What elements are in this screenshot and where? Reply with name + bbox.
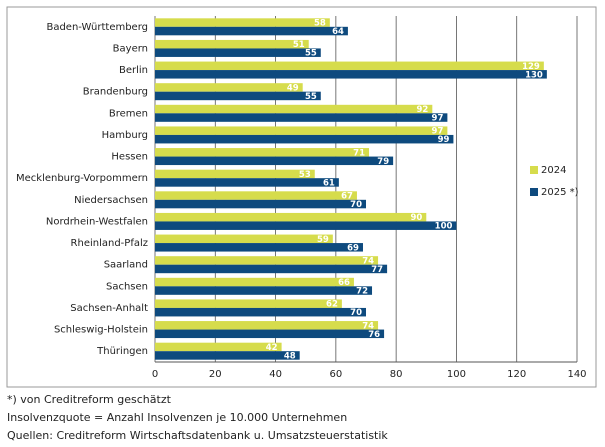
- value-label: 90: [410, 213, 422, 223]
- value-label: 58: [314, 19, 326, 29]
- bar: [155, 61, 544, 71]
- legend-swatch: [530, 166, 538, 174]
- y-tick-label: Sachsen-Anhalt: [70, 303, 148, 314]
- y-tick-label: Niedersachsen: [74, 195, 148, 206]
- bar: [155, 91, 321, 101]
- value-label: 66: [338, 278, 350, 288]
- y-tick-label: Hamburg: [102, 130, 148, 141]
- x-tick-label: 20: [209, 369, 222, 380]
- bar: [155, 134, 454, 144]
- bar: [155, 126, 448, 135]
- bar: [155, 321, 379, 330]
- value-label: 72: [356, 287, 368, 297]
- value-label: 49: [287, 83, 299, 93]
- value-label: 69: [347, 243, 359, 253]
- legend-label: 2024: [541, 165, 566, 176]
- value-label: 61: [323, 178, 335, 188]
- bar: [155, 243, 363, 252]
- value-label: 130: [525, 70, 543, 80]
- x-tick-label: 140: [567, 369, 586, 380]
- bar: [155, 148, 370, 157]
- x-tick-label: 120: [507, 369, 526, 380]
- value-label: 77: [371, 265, 383, 275]
- legend-swatch: [530, 188, 538, 196]
- bar: [155, 286, 373, 295]
- value-label: 74: [362, 256, 374, 266]
- bar: [155, 26, 348, 36]
- x-tick-label: 100: [447, 369, 466, 380]
- y-tick-label: Hessen: [111, 152, 148, 163]
- value-label: 64: [332, 27, 344, 37]
- x-tick-label: 0: [152, 369, 158, 380]
- value-label: 76: [368, 330, 380, 340]
- value-label: 100: [435, 222, 453, 232]
- value-label: 71: [353, 148, 365, 158]
- legend-label: 2025 *): [541, 187, 579, 198]
- bar: [155, 191, 357, 200]
- y-tick-label: Schleswig-Holstein: [54, 325, 148, 336]
- bar: [155, 221, 457, 230]
- y-tick-label: Bayern: [113, 43, 148, 54]
- y-tick-label: Rheinland-Pfalz: [71, 238, 148, 249]
- y-tick-label: Baden-Württemberg: [46, 22, 148, 33]
- value-label: 42: [266, 343, 278, 353]
- value-label: 51: [293, 40, 305, 50]
- bar: [155, 178, 339, 187]
- y-tick-label: Brandenburg: [83, 87, 148, 98]
- bar: [155, 48, 321, 57]
- value-label: 62: [326, 300, 338, 310]
- x-tick-label: 40: [269, 369, 282, 380]
- bar: [155, 199, 366, 209]
- value-label: 129: [522, 62, 540, 72]
- bar: [155, 104, 433, 114]
- bar: [155, 329, 385, 339]
- bar: [155, 299, 342, 308]
- bar: [155, 113, 448, 122]
- y-tick-label: Nordrhein-Westfalen: [46, 216, 148, 227]
- x-tick-label: 80: [390, 369, 403, 380]
- value-label: 97: [432, 114, 444, 124]
- footnote: Insolvenzquote = Anzahl Insolvenzen je 1…: [7, 411, 347, 424]
- value-label: 92: [416, 105, 428, 115]
- value-label: 55: [305, 92, 317, 102]
- bar: [155, 234, 333, 244]
- bar: [155, 307, 366, 317]
- value-label: 55: [305, 49, 317, 59]
- bar: [155, 264, 388, 274]
- chart-frame: [6, 6, 597, 388]
- footnote: *) von Creditreform geschätzt: [7, 393, 172, 406]
- value-label: 97: [432, 127, 444, 137]
- value-label: 99: [438, 135, 450, 145]
- y-tick-label: Mecklenburg-Vorpommern: [16, 173, 148, 184]
- y-tick-label: Bremen: [109, 108, 148, 119]
- bar: [155, 212, 427, 222]
- bar: [155, 39, 309, 49]
- value-label: 74: [362, 321, 374, 331]
- y-tick-label: Saarland: [104, 260, 148, 271]
- value-label: 53: [299, 170, 311, 180]
- y-tick-label: Berlin: [119, 65, 148, 76]
- y-tick-label: Thüringen: [96, 346, 148, 357]
- bar: [155, 277, 354, 287]
- bar: [155, 18, 330, 27]
- value-label: 59: [317, 235, 329, 245]
- y-tick-label: Sachsen: [106, 281, 148, 292]
- value-label: 70: [350, 308, 362, 318]
- value-label: 48: [284, 351, 296, 361]
- footnote: Quellen: Creditreform Wirtschaftsdatenba…: [7, 429, 388, 442]
- bar: [155, 70, 547, 79]
- x-tick-label: 60: [329, 369, 342, 380]
- value-label: 79: [377, 157, 389, 167]
- value-label: 70: [350, 200, 362, 210]
- bar: [155, 169, 315, 179]
- bar: [155, 342, 282, 352]
- value-label: 67: [341, 192, 353, 202]
- bar: [155, 83, 303, 92]
- bar: [155, 351, 300, 360]
- bar: [155, 256, 379, 265]
- bar: [155, 156, 394, 166]
